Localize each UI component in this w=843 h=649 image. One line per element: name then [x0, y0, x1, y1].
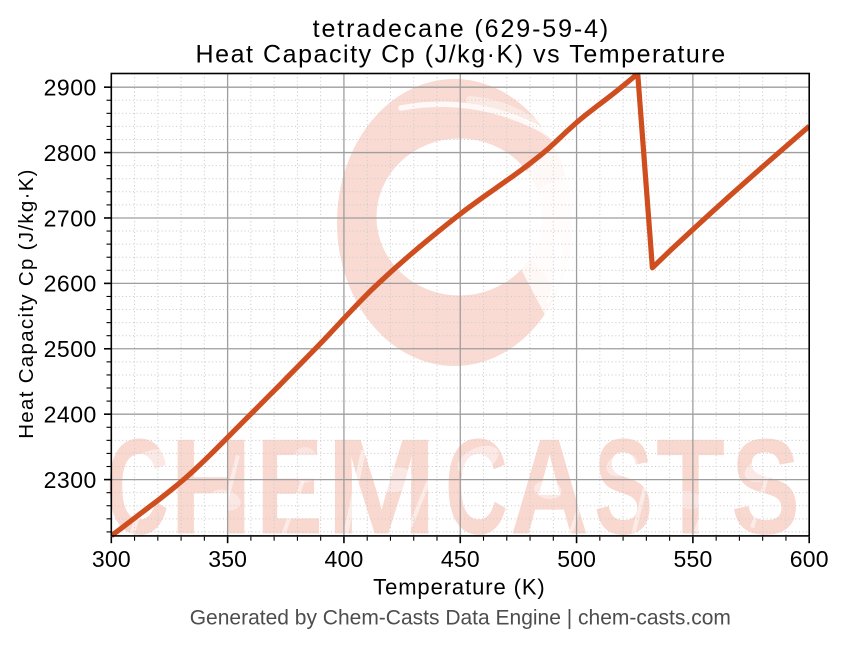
svg-text:300: 300 — [92, 546, 131, 572]
svg-text:400: 400 — [325, 546, 364, 572]
svg-text:500: 500 — [557, 546, 596, 572]
svg-text:H: H — [170, 411, 252, 563]
svg-text:2500: 2500 — [44, 336, 97, 362]
svg-text:550: 550 — [674, 546, 713, 572]
svg-text:C: C — [445, 411, 508, 563]
svg-text:Temperature (K): Temperature (K) — [373, 574, 545, 599]
svg-text:2900: 2900 — [44, 75, 97, 101]
svg-text:2300: 2300 — [44, 467, 97, 493]
svg-text:Heat Capacity Cp (J/kg·K) vs T: Heat Capacity Cp (J/kg·K) vs Temperature — [196, 41, 727, 69]
svg-text:2800: 2800 — [44, 140, 97, 166]
svg-text:tetradecane (629-59-4): tetradecane (629-59-4) — [313, 15, 611, 43]
svg-text:C: C — [106, 411, 169, 563]
svg-text:Heat Capacity Cp (J/kg·K): Heat Capacity Cp (J/kg·K) — [15, 168, 38, 439]
svg-text:350: 350 — [208, 546, 247, 572]
svg-text:450: 450 — [441, 546, 480, 572]
svg-text:2600: 2600 — [44, 271, 97, 297]
svg-text:E: E — [256, 411, 323, 563]
svg-text:2400: 2400 — [44, 402, 97, 428]
svg-text:600: 600 — [790, 546, 829, 572]
svg-text:2700: 2700 — [44, 205, 97, 231]
svg-text:Generated by Chem-Casts Data E: Generated by Chem-Casts Data Engine | ch… — [190, 607, 731, 630]
